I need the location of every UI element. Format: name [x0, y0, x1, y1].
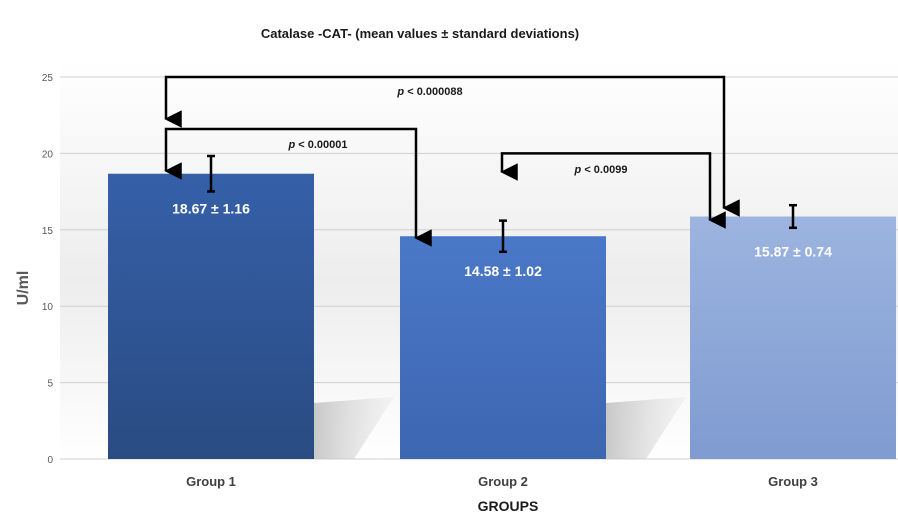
p-value-label-1: p < 0.000088: [396, 86, 462, 98]
data-label-1: 18.67 ± 1.16: [172, 201, 250, 217]
data-label-3: 15.87 ± 0.74: [754, 244, 832, 260]
y-axis-label: U/ml: [15, 271, 32, 306]
x-tick-label: Group 2: [478, 474, 528, 489]
bar-3: [690, 216, 896, 459]
p-value-label-3: p < 0.0099: [574, 164, 628, 176]
x-tick-labels: Group 1 Group 2 Group 3: [186, 474, 818, 489]
significance-brackets: p < 0.000088 p < 0.00001 p < 0.0099: [164, 75, 740, 247]
bar-shadows: [314, 397, 686, 459]
data-label-2: 14.58 ± 1.02: [464, 263, 542, 279]
bar-shadow: [314, 397, 394, 459]
y-tick-label: 10: [42, 302, 54, 313]
y-tick-label: 20: [42, 149, 54, 160]
x-axis-label: GROUPS: [478, 498, 539, 514]
y-tick-label: 0: [47, 455, 53, 466]
y-tick-labels: 0 5 10 15 20 25: [42, 73, 54, 466]
significance-bracket-2: [164, 127, 432, 247]
chart-title: Catalase -CAT- (mean values ± standard d…: [261, 26, 579, 41]
bar-2: [400, 236, 606, 459]
p-value-label-2: p < 0.00001: [287, 139, 347, 151]
error-bar-3: [789, 203, 797, 230]
x-tick-label: Group 1: [186, 474, 236, 489]
y-tick-label: 25: [42, 73, 54, 84]
bar-shadow: [606, 397, 686, 459]
x-tick-label: Group 3: [768, 474, 818, 489]
significance-bracket-1: [164, 75, 740, 217]
significance-bracket-3: [500, 152, 726, 229]
y-tick-label: 5: [47, 379, 53, 390]
y-tick-label: 15: [42, 226, 54, 237]
